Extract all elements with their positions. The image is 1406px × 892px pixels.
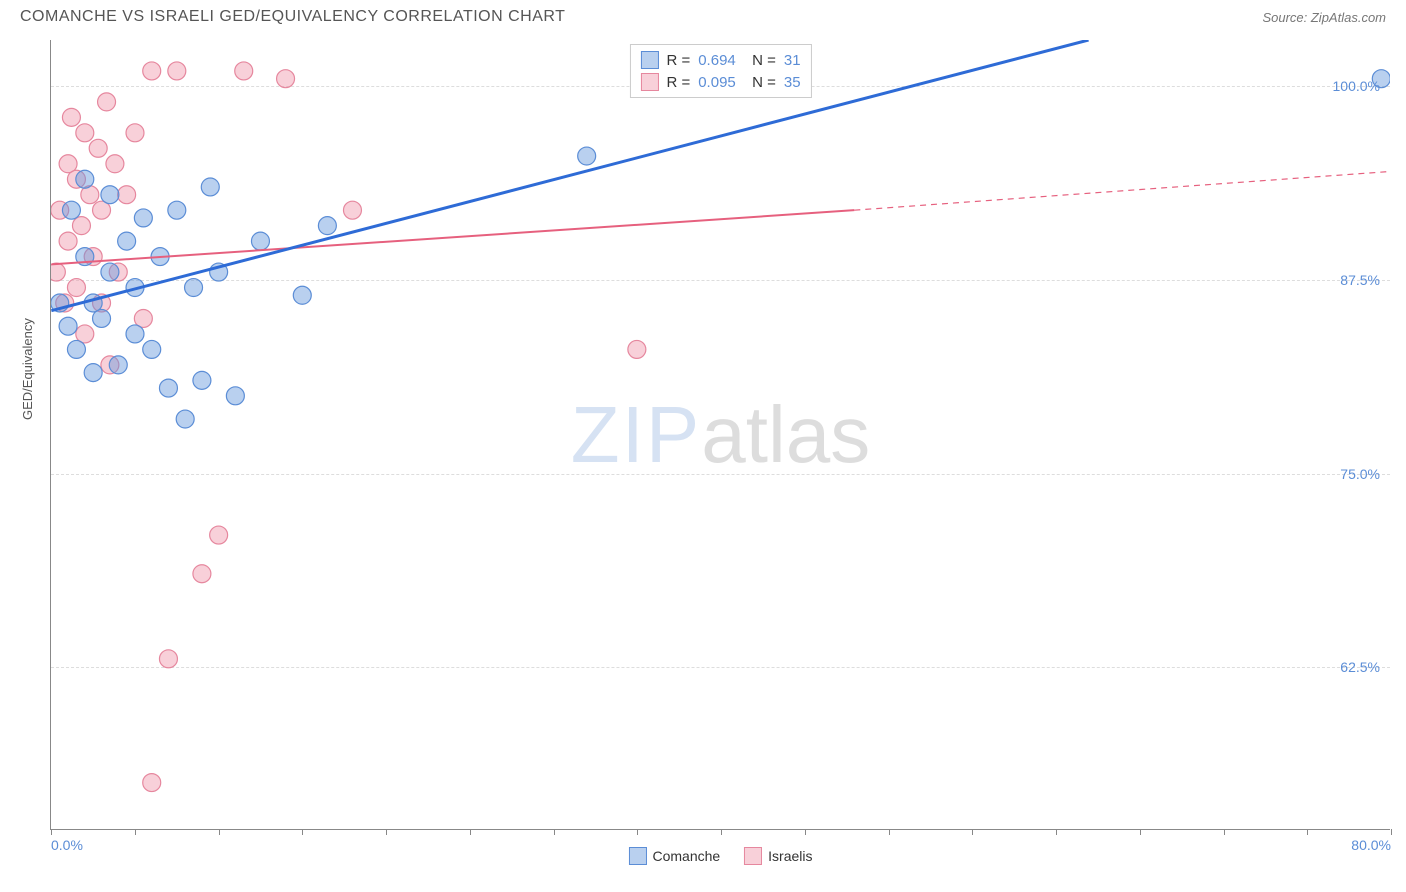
x-tick — [1224, 829, 1225, 835]
n-label: N = — [744, 52, 776, 69]
chart-title: COMANCHE VS ISRAELI GED/EQUIVALENCY CORR… — [20, 8, 565, 26]
x-tick — [1391, 829, 1392, 835]
x-tick — [805, 829, 806, 835]
x-tick — [51, 829, 52, 835]
chart-header: COMANCHE VS ISRAELI GED/EQUIVALENCY CORR… — [0, 0, 1406, 30]
x-tick — [1140, 829, 1141, 835]
x-tick-label: 0.0% — [51, 837, 83, 853]
legend-stats: R = 0.694 N = 31 R = 0.095 N = 35 — [629, 44, 811, 98]
x-tick — [470, 829, 471, 835]
swatch-israelis — [640, 73, 658, 91]
x-tick — [554, 829, 555, 835]
x-tick — [721, 829, 722, 835]
x-tick-label: 80.0% — [1351, 837, 1391, 853]
r-value-israelis: 0.095 — [698, 74, 736, 91]
x-tick — [889, 829, 890, 835]
x-tick — [386, 829, 387, 835]
x-tick — [972, 829, 973, 835]
legend-row-israelis: R = 0.095 N = 35 — [640, 71, 800, 93]
scatter-svg — [51, 40, 1390, 829]
legend-series: Comanche Israelis — [628, 847, 812, 865]
swatch-comanche-icon — [628, 847, 646, 865]
x-tick — [219, 829, 220, 835]
x-tick — [135, 829, 136, 835]
x-tick — [1307, 829, 1308, 835]
r-label: R = — [666, 74, 690, 91]
n-label: N = — [744, 74, 776, 91]
chart-plot-area: ZIPatlas R = 0.694 N = 31 R = 0.095 N = … — [50, 40, 1390, 830]
legend-item-comanche: Comanche — [628, 847, 720, 865]
x-tick — [1056, 829, 1057, 835]
swatch-israelis-icon — [744, 847, 762, 865]
y-axis-label: GED/Equivalency — [20, 318, 35, 420]
legend-item-israelis: Israelis — [744, 847, 812, 865]
swatch-comanche — [640, 51, 658, 69]
chart-source: Source: ZipAtlas.com — [1262, 10, 1386, 25]
legend-row-comanche: R = 0.694 N = 31 — [640, 49, 800, 71]
r-label: R = — [666, 52, 690, 69]
n-value-comanche: 31 — [784, 52, 801, 69]
legend-label-israelis: Israelis — [768, 848, 812, 864]
x-tick — [637, 829, 638, 835]
x-tick — [302, 829, 303, 835]
r-value-comanche: 0.694 — [698, 52, 736, 69]
legend-label-comanche: Comanche — [652, 848, 720, 864]
n-value-israelis: 35 — [784, 74, 801, 91]
